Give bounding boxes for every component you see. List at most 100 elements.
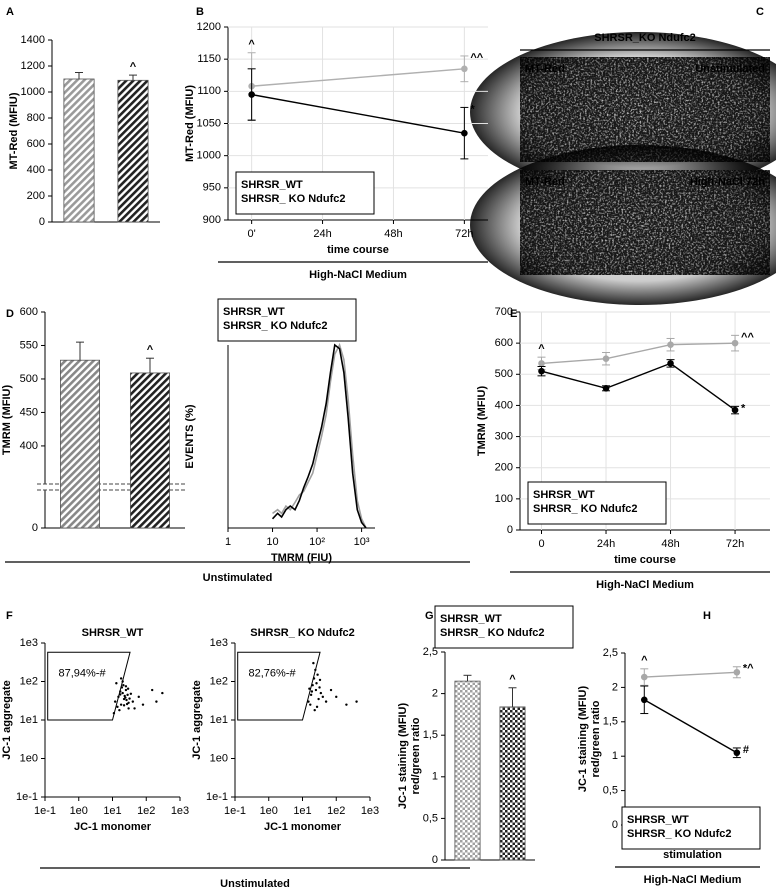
panel-letter: A bbox=[6, 6, 14, 18]
gate bbox=[47, 651, 131, 721]
y-tick-label: 0,5 bbox=[603, 785, 618, 797]
point-label: ^ bbox=[147, 344, 154, 356]
legend-entry: SHRSR_WT bbox=[627, 814, 689, 826]
y-tick-label: 550 bbox=[20, 339, 38, 351]
bar bbox=[499, 706, 526, 861]
panel-letter: C bbox=[756, 6, 764, 18]
x-tick-label: 24h bbox=[313, 228, 331, 240]
y-tick-label: 1e-1 bbox=[16, 791, 38, 803]
x-tick-label: 0 bbox=[538, 538, 544, 550]
y-axis-label: JC-1 aggregate bbox=[1, 680, 13, 759]
legend-entry: SHRSR_WT bbox=[223, 306, 285, 318]
y-tick-label: 1e1 bbox=[20, 714, 38, 726]
x-tick-label: 48h bbox=[384, 228, 402, 240]
point-label: # bbox=[743, 744, 749, 756]
series-line bbox=[251, 68, 465, 87]
event-dot bbox=[317, 697, 320, 701]
event-dot bbox=[119, 693, 122, 696]
stain-label: MT-Red bbox=[525, 63, 565, 75]
event-dot bbox=[355, 700, 358, 703]
panel-letter: E bbox=[510, 308, 517, 320]
y-tick-label: 900 bbox=[203, 214, 221, 226]
y-tick-label: 800 bbox=[27, 112, 45, 124]
y-tick-label: 1000 bbox=[197, 150, 221, 162]
point-label: * bbox=[470, 103, 475, 115]
y-tick-label: 500 bbox=[20, 373, 38, 385]
marker bbox=[733, 668, 741, 676]
x-tick-label: 72h bbox=[726, 538, 744, 550]
series-line bbox=[541, 342, 736, 365]
event-dot bbox=[312, 661, 315, 665]
y-tick-label: 200 bbox=[27, 190, 45, 202]
condition-label: High-NaCl Medium bbox=[644, 874, 742, 886]
condition-label: High-NaCl 72h bbox=[690, 176, 765, 188]
point-label: ^^ bbox=[470, 52, 483, 64]
event-dot bbox=[318, 678, 322, 682]
y-axis-sublabel: red/green ratio bbox=[590, 700, 602, 777]
marker bbox=[731, 339, 739, 347]
x-tick-label: 10³ bbox=[354, 536, 370, 548]
marker bbox=[733, 749, 741, 757]
event-dot bbox=[121, 691, 124, 695]
point-label: ^ bbox=[248, 39, 255, 51]
micrograph-vignette bbox=[470, 145, 776, 305]
y-axis-label: JC-1 staining (MFIU) bbox=[397, 703, 409, 810]
bar bbox=[454, 680, 481, 861]
y-tick-label: 400 bbox=[495, 399, 513, 411]
stain-label: MT-Red bbox=[525, 176, 565, 188]
y-tick-label: 2 bbox=[432, 688, 438, 700]
legend-box bbox=[621, 806, 761, 850]
event-dot bbox=[141, 703, 145, 706]
x-tick-label: 48h bbox=[661, 538, 679, 550]
x-axis-label: time course bbox=[614, 554, 676, 566]
x-tick-label: 1e0 bbox=[260, 805, 278, 817]
gate-label: 82,76%-# bbox=[249, 668, 297, 680]
event-dot bbox=[118, 708, 121, 712]
event-dot bbox=[318, 686, 321, 689]
y-tick-label: 400 bbox=[20, 440, 38, 452]
event-dot bbox=[315, 705, 319, 709]
event-dot bbox=[119, 677, 123, 680]
bar bbox=[129, 372, 170, 529]
x-tick-label: 10 bbox=[266, 536, 278, 548]
event-dot bbox=[119, 703, 123, 706]
panel-letter: H bbox=[703, 610, 711, 622]
y-axis-label: TMRM (MFIU) bbox=[1, 385, 13, 456]
y-tick-label: 1200 bbox=[21, 60, 45, 72]
event-dot bbox=[311, 684, 314, 687]
event-dot bbox=[129, 692, 133, 695]
marker bbox=[640, 673, 648, 681]
event-dot bbox=[128, 697, 131, 700]
y-tick-label: 1400 bbox=[21, 34, 45, 46]
marker bbox=[640, 696, 648, 704]
legend-entry: SHRSR_WT bbox=[440, 613, 502, 625]
marker bbox=[602, 355, 610, 363]
legend-entry: SHRSR_ KO Ndufc2 bbox=[241, 193, 346, 205]
y-axis-label: TMRM (MFIU) bbox=[476, 386, 488, 457]
point-label: * bbox=[741, 402, 746, 414]
y-tick-label: 0 bbox=[507, 524, 513, 536]
legend-entry: SHRSR_ KO Ndufc2 bbox=[223, 320, 328, 332]
event-dot bbox=[155, 700, 158, 703]
series-line bbox=[643, 699, 738, 754]
x-tick-label: 1e1 bbox=[103, 805, 121, 817]
series-line bbox=[644, 671, 737, 678]
y-tick-label: 0 bbox=[432, 854, 438, 866]
y-tick-label: 2,5 bbox=[603, 647, 618, 659]
y-tick-label: 0 bbox=[39, 216, 45, 228]
y-tick-label: 600 bbox=[495, 337, 513, 349]
series-line bbox=[251, 93, 465, 134]
y-tick-label: 1e3 bbox=[20, 637, 38, 649]
bar bbox=[117, 79, 149, 223]
y-tick-label: 1150 bbox=[197, 53, 221, 65]
marker bbox=[461, 65, 468, 73]
y-tick-label: 1000 bbox=[21, 86, 45, 98]
event-dot bbox=[124, 688, 128, 692]
event-dot bbox=[310, 690, 314, 693]
point-label: ^ bbox=[641, 655, 648, 667]
y-tick-label: 1e2 bbox=[20, 675, 38, 687]
event-dot bbox=[122, 704, 126, 707]
legend-entry: SHRSR_WT bbox=[241, 179, 303, 191]
event-dot bbox=[309, 703, 312, 706]
y-tick-label: 0 bbox=[612, 819, 618, 831]
